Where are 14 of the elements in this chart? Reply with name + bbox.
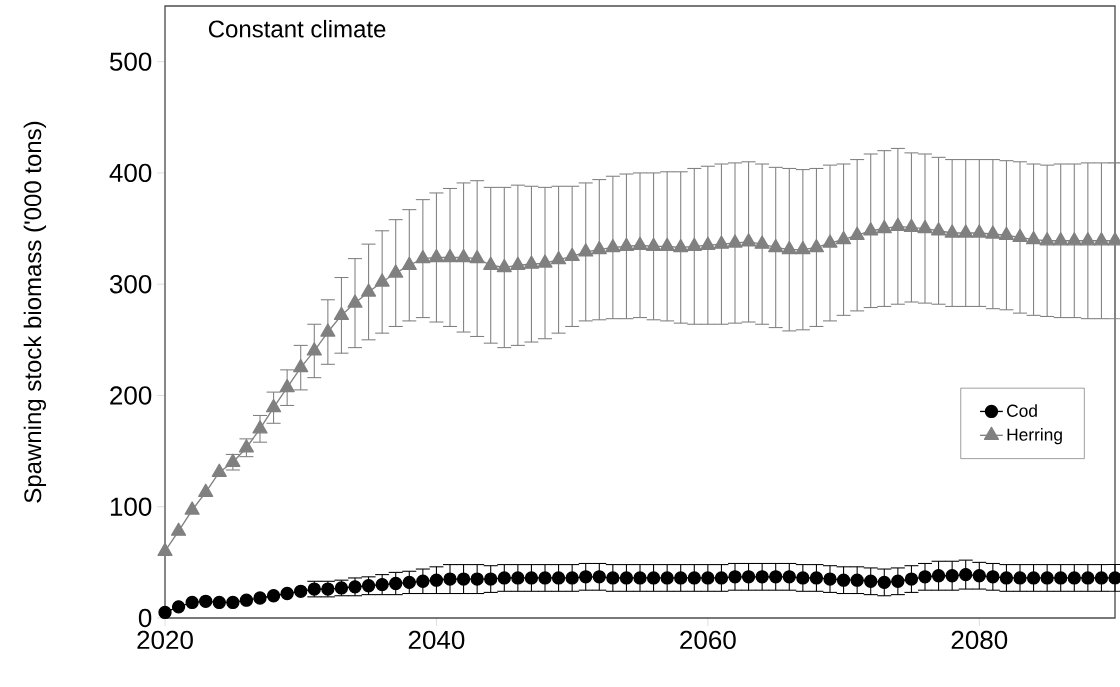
legend-label: Herring <box>1007 428 1062 445</box>
legend-label: Cod <box>1007 404 1037 417</box>
y-tick-label: 300 <box>109 274 152 294</box>
y-tick-label: 0 <box>138 608 152 628</box>
y-tick-label: 400 <box>109 163 152 183</box>
x-tick-label: 2020 <box>137 630 193 650</box>
y-tick-label: 200 <box>110 386 152 405</box>
x-tick-label: 2080 <box>951 630 1008 650</box>
x-tick-label: 2060 <box>680 630 736 650</box>
chart-title: Constant climate <box>208 19 386 38</box>
y-tick-label: 100 <box>110 497 152 516</box>
x-tick-label: 2040 <box>408 630 465 650</box>
y-tick-label: 500 <box>109 52 152 71</box>
y-axis-title: Spawning stock biomass ('000 tons) <box>23 121 47 503</box>
